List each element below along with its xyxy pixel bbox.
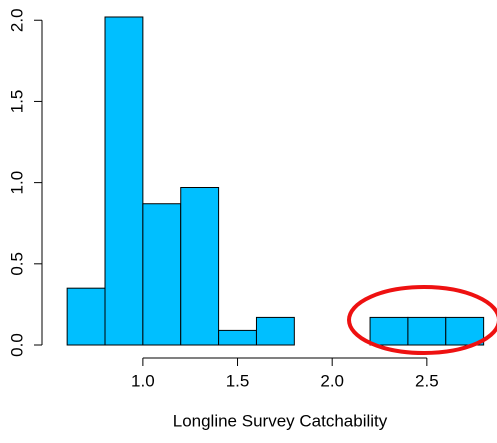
plot: 1.0 1.5 2.0 2.5 0.0 0.5 1.0 1.5 2.0 <box>7 8 485 390</box>
x-axis-label: Longline Survey Catchability <box>173 411 388 430</box>
bar <box>407 316 447 346</box>
x-tick-label: 2.5 <box>415 371 439 390</box>
x-tick-label: 1.5 <box>226 371 250 390</box>
bar <box>66 287 106 346</box>
bar <box>180 186 220 346</box>
bar <box>445 316 485 346</box>
highlight-ellipse <box>347 285 497 355</box>
bar <box>369 316 409 346</box>
y-tick-label: 1.0 <box>7 171 26 195</box>
bar <box>142 203 182 346</box>
y-tick-label: 0.5 <box>7 252 26 276</box>
x-tick-label: 1.0 <box>131 371 155 390</box>
x-tick-label: 2.0 <box>320 371 344 390</box>
bar <box>104 16 144 346</box>
y-tick-label: 0.0 <box>7 333 26 357</box>
y-tick-label: 1.5 <box>7 90 26 114</box>
y-tick-label: 2.0 <box>7 8 26 32</box>
bar <box>218 329 257 346</box>
bar <box>255 316 295 346</box>
